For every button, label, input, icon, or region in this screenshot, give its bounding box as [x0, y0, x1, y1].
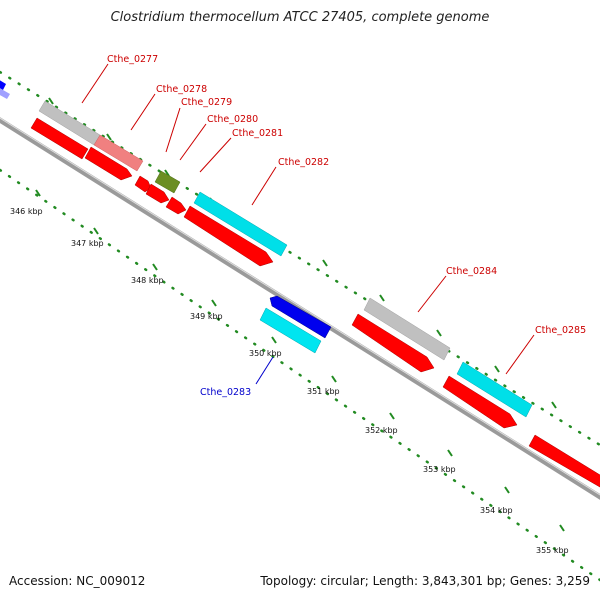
gene-label[interactable]: Cthe_0285 — [535, 325, 586, 336]
gene-label[interactable]: Cthe_0284 — [446, 266, 497, 277]
accession-text: Accession: NC_009012 — [9, 574, 146, 588]
cds-arrow-0285[interactable] — [442, 375, 518, 429]
cog-bar-0278[interactable] — [93, 134, 144, 172]
kbp-label: 349 kbp — [190, 312, 223, 321]
forward-cds-track — [30, 117, 600, 490]
cds-arrow-0277[interactable] — [30, 117, 89, 160]
outer-tick-track — [0, 70, 600, 447]
cog-feature-track — [38, 100, 533, 418]
genome-backbone — [0, 117, 600, 500]
cds-arrow-0283[interactable] — [269, 295, 332, 339]
cds-arrow-0282[interactable] — [183, 205, 274, 267]
gene-labels: Cthe_0277 Cthe_0278 Cthe_0279 Cthe_0280 … — [107, 54, 586, 398]
cds-arrow-0284[interactable] — [351, 313, 435, 373]
kbp-label: 346 kbp — [10, 207, 43, 216]
kbp-label: 355 kbp — [536, 546, 569, 555]
kbp-label: 354 kbp — [480, 506, 513, 515]
cds-arrow-0286[interactable] — [528, 434, 600, 490]
kbp-label: 350 kbp — [249, 349, 282, 358]
gene-label[interactable]: Cthe_0277 — [107, 54, 158, 65]
cog-bar-0280[interactable] — [154, 170, 181, 194]
kbp-label: 348 kbp — [131, 276, 164, 285]
gene-label[interactable]: Cthe_0280 — [207, 114, 258, 125]
cds-arrow-0280[interactable] — [145, 183, 170, 204]
outer-major-ticks — [48, 97, 557, 409]
reverse-cds-track — [259, 295, 332, 354]
label-leaders — [81, 63, 535, 385]
map-title: Clostridium thermocellum ATCC 27405, com… — [110, 10, 490, 25]
kbp-scale-labels: 346 kbp 347 kbp 348 kbp 349 kbp 350 kbp … — [10, 207, 569, 555]
gene-label[interactable]: Cthe_0282 — [278, 157, 329, 168]
gene-label[interactable]: Cthe_0278 — [156, 84, 207, 95]
kbp-label: 352 kbp — [365, 426, 398, 435]
cds-arrow-0281[interactable] — [165, 196, 187, 215]
gene-label[interactable]: Cthe_0283 — [200, 387, 251, 398]
gene-label[interactable]: Cthe_0279 — [181, 97, 232, 108]
cog-bar-0283[interactable] — [259, 307, 322, 354]
inner-major-ticks — [35, 189, 565, 532]
feature-offscreen-left — [0, 80, 10, 99]
kbp-label: 347 kbp — [71, 239, 104, 248]
cds-arrow-0278[interactable] — [84, 146, 133, 181]
cog-bar-0282[interactable] — [193, 191, 288, 257]
topology-text: Topology: circular; Length: 3,843,301 bp… — [260, 574, 590, 588]
inner-tick-track — [0, 168, 600, 582]
kbp-label: 353 kbp — [423, 465, 456, 474]
cog-bar-0285[interactable] — [456, 361, 533, 418]
gene-label[interactable]: Cthe_0281 — [232, 128, 283, 139]
kbp-label: 351 kbp — [307, 387, 340, 396]
cog-bar-0284[interactable] — [363, 297, 451, 361]
